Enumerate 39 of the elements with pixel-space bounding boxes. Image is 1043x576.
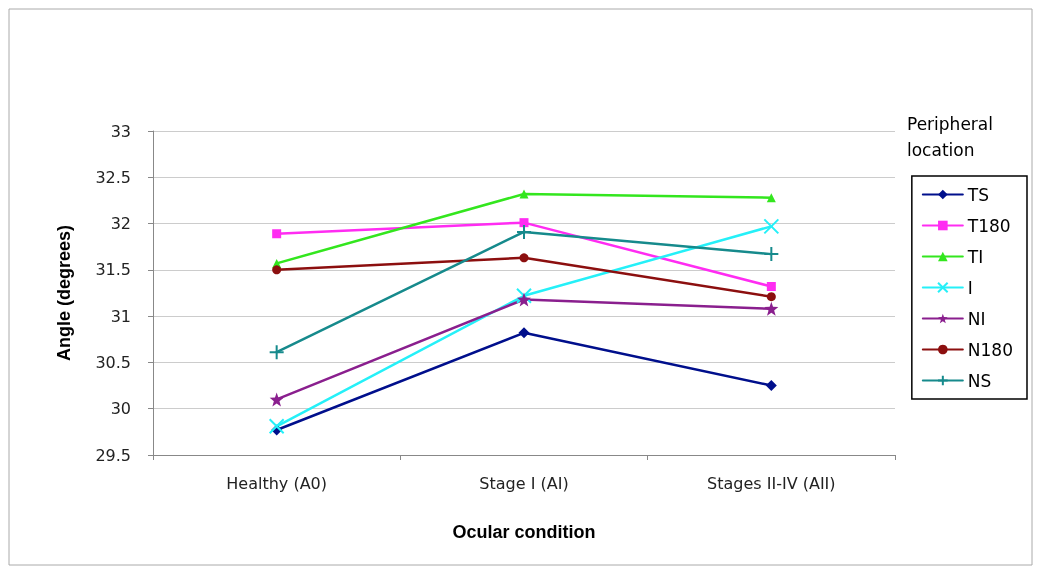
legend-label: T180	[966, 215, 1011, 236]
point	[268, 418, 285, 435]
legend-title: Peripheral location	[907, 114, 999, 160]
point	[766, 193, 776, 203]
point	[765, 380, 777, 392]
point	[766, 292, 776, 302]
y-tick-label: 31.5	[95, 260, 131, 280]
y-tick-label: 33	[110, 121, 131, 141]
y-tick-label: 32.5	[95, 167, 131, 187]
point	[519, 218, 529, 228]
point	[516, 287, 532, 304]
legend-label: N180	[967, 339, 1014, 360]
point	[519, 253, 529, 263]
point	[272, 229, 282, 239]
y-tick-label: 30.5	[95, 352, 131, 372]
point	[763, 218, 780, 235]
point	[269, 392, 284, 407]
point	[272, 265, 282, 275]
point	[268, 344, 285, 361]
legend-label: I	[967, 277, 973, 298]
y-tick-label: 32	[110, 214, 131, 234]
point	[518, 327, 530, 339]
x-tick-label: Healthy (A0)	[226, 473, 328, 493]
x-axis-title: Ocular condition	[452, 522, 596, 542]
y-tick-label: 31	[110, 306, 131, 326]
legend-label: NI	[967, 308, 986, 329]
y-tick-label: 29.5	[95, 445, 131, 465]
point	[517, 292, 531, 307]
point	[764, 301, 779, 316]
y-tick-label: 30	[110, 399, 131, 419]
point	[763, 246, 780, 263]
legend-label: NS	[967, 370, 992, 391]
point	[519, 189, 529, 199]
x-tick-label: Stages II-IV (AII)	[707, 473, 836, 493]
x-tick-label: Stage I (AI)	[479, 473, 569, 493]
legend-label: TI	[966, 246, 984, 267]
point	[766, 282, 776, 292]
legend-label: TS	[966, 184, 990, 205]
y-axis-title: Angle (degrees)	[54, 224, 74, 362]
